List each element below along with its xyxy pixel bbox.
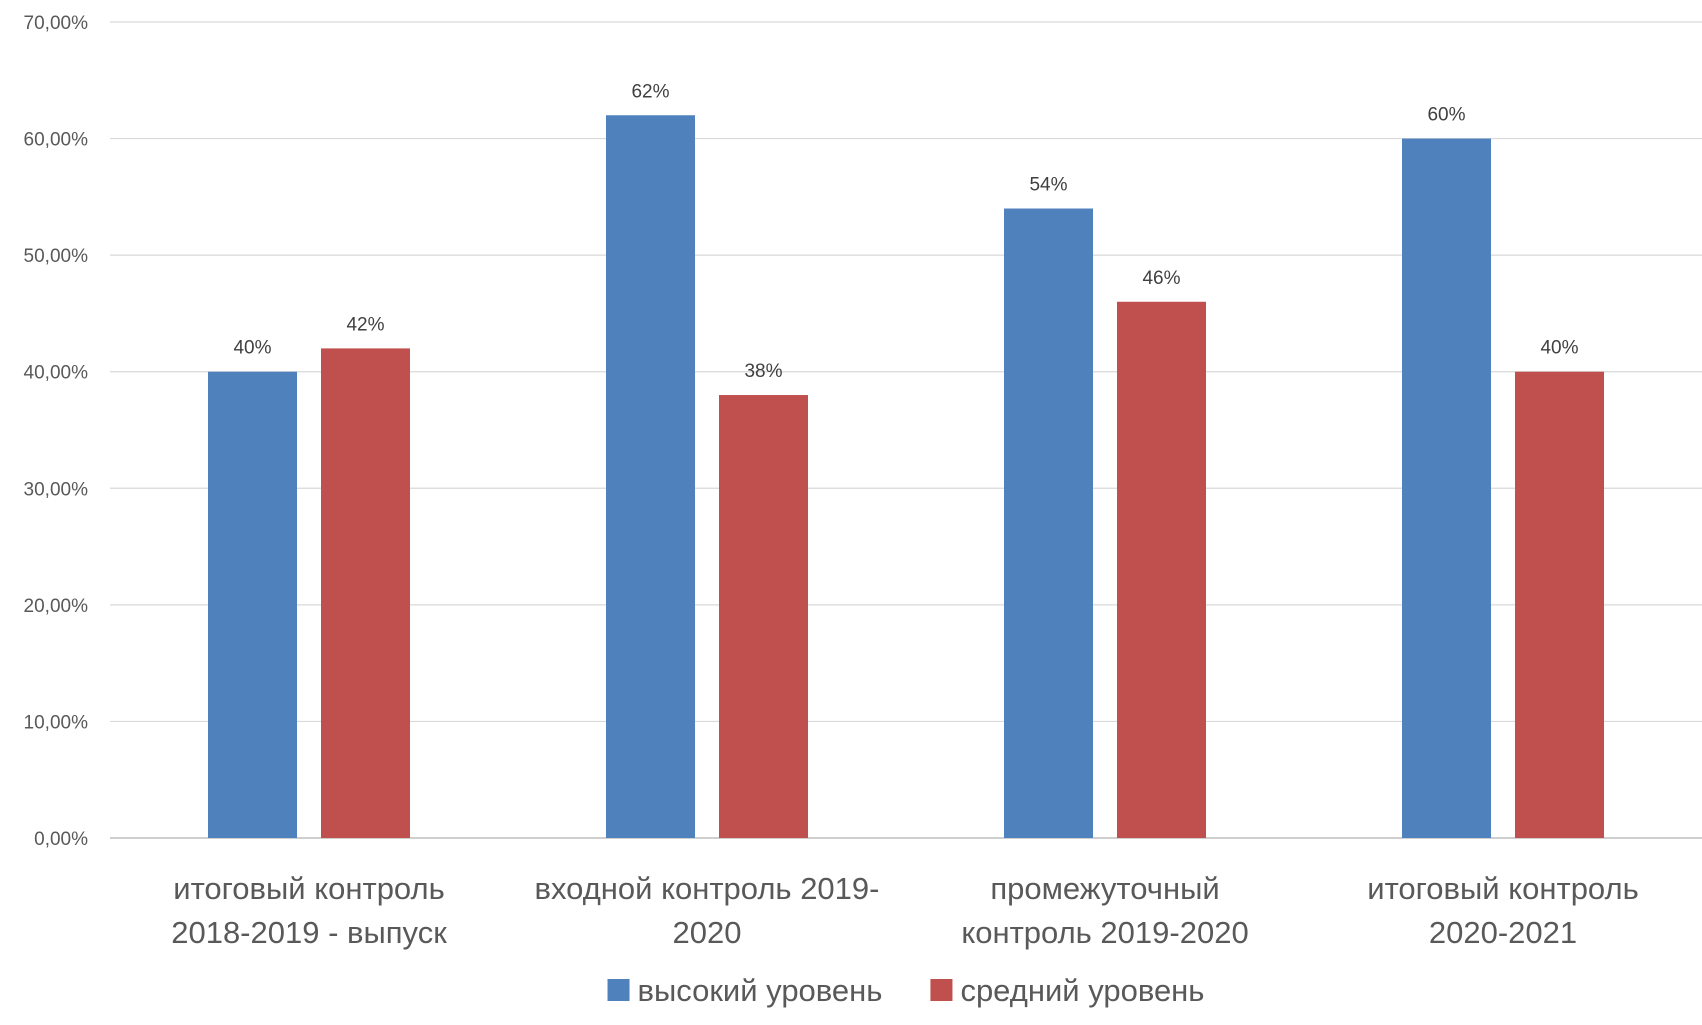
bar <box>1117 301 1206 838</box>
category-label: 2020-2021 <box>1429 915 1577 950</box>
bar <box>321 348 410 838</box>
bars <box>208 115 1604 839</box>
y-tick-label: 0,00% <box>34 829 88 850</box>
data-label: 40% <box>233 338 271 359</box>
data-label: 40% <box>1540 338 1578 359</box>
bar <box>1402 138 1491 839</box>
y-tick-label: 70,00% <box>24 13 89 34</box>
y-axis-ticks: 0,00% 10,00% 20,00% 30,00% 40,00% 50,00% 60,00… <box>24 13 89 850</box>
data-label: 60% <box>1427 105 1465 126</box>
data-labels: 40% 42% 62% 38% 54% 46% 60% 40% <box>233 81 1578 382</box>
bar <box>1004 208 1093 838</box>
legend-swatch <box>930 979 953 1001</box>
data-label: 42% <box>346 314 384 335</box>
legend-swatch <box>607 979 630 1001</box>
category-label: входной контроль 2019- <box>535 871 880 906</box>
category-label: итоговый контроль <box>1367 871 1638 906</box>
data-label: 62% <box>631 81 669 102</box>
category-label: промежуточный <box>990 871 1219 906</box>
bar <box>1515 371 1604 838</box>
legend-label: высокий уровень <box>638 973 883 1008</box>
y-tick-label: 60,00% <box>24 130 89 151</box>
y-tick-label: 40,00% <box>24 363 89 384</box>
bar <box>208 371 297 838</box>
category-label: 2018-2019 - выпуск <box>171 915 447 950</box>
y-tick-label: 20,00% <box>24 596 89 617</box>
data-label: 46% <box>1142 268 1180 289</box>
y-tick-label: 30,00% <box>24 479 89 500</box>
x-axis-categories: итоговый контроль 2018-2019 - выпуск входн… <box>171 871 1639 950</box>
legend-item: высокий уровень <box>607 973 883 1008</box>
data-label: 38% <box>744 361 782 382</box>
category-label: итоговый контроль <box>173 871 444 906</box>
category-label: контроль 2019-2020 <box>961 915 1248 950</box>
bar <box>606 115 695 838</box>
bar <box>719 395 808 838</box>
y-tick-label: 50,00% <box>24 246 89 267</box>
legend-label: средний уровень <box>960 973 1204 1008</box>
legend: высокий уровень средний уровень <box>607 973 1204 1008</box>
data-label: 54% <box>1029 175 1067 196</box>
category-label: 2020 <box>673 915 742 950</box>
legend-item: средний уровень <box>930 973 1204 1008</box>
y-tick-label: 10,00% <box>24 712 89 733</box>
